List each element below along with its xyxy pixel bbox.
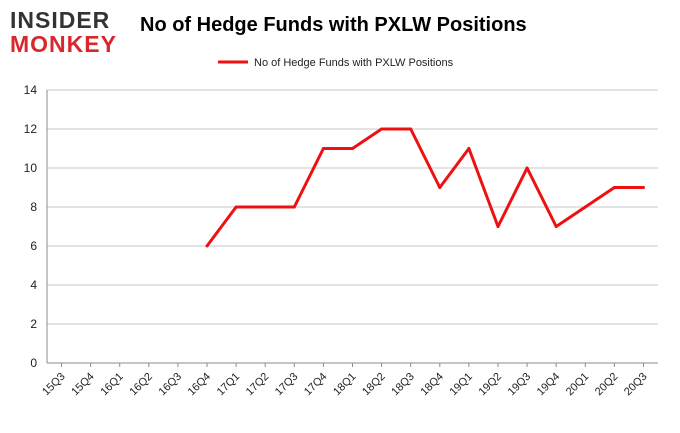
- insider-monkey-logo: INSIDER MONKEY: [10, 8, 128, 58]
- x-tick-label: 19Q2: [477, 371, 505, 399]
- y-tick-label: 6: [30, 239, 37, 253]
- data-point: [380, 127, 384, 131]
- x-tick-label: 20Q3: [622, 371, 650, 399]
- data-point: [612, 186, 616, 189]
- y-tick-label: 2: [30, 317, 37, 331]
- y-tick-label: 10: [24, 161, 38, 175]
- x-tick-labels: 15Q3 15Q4 16Q1 16Q2 16Q3 16Q4 17Q1 17Q2 17Q3 17Q4…: [40, 371, 649, 399]
- data-point: [438, 186, 442, 189]
- data-point: [409, 127, 413, 131]
- data-point: [263, 205, 267, 209]
- series-line: [205, 127, 644, 247]
- x-tick-label: 17Q4: [302, 371, 330, 399]
- data-point: [525, 166, 529, 170]
- chart-title: No of Hedge Funds with PXLW Positions: [140, 14, 527, 36]
- legend-label: No of Hedge Funds with PXLW Positions: [254, 57, 454, 69]
- y-tick-label: 8: [30, 200, 37, 214]
- y-tick-label: 0: [30, 356, 37, 370]
- y-tick-label: 14: [24, 83, 38, 97]
- data-point: [467, 147, 471, 150]
- x-tick-label: 16Q3: [157, 371, 185, 399]
- data-point: [321, 147, 325, 150]
- y-tick-label: 4: [30, 278, 37, 292]
- series-layer: [205, 127, 645, 248]
- data-point: [554, 225, 558, 228]
- x-tick-label: 17Q1: [215, 371, 243, 399]
- legend: No of Hedge Funds with PXLW Positions: [218, 57, 454, 69]
- x-tick-label: 20Q2: [593, 371, 621, 399]
- x-tick-label: 18Q2: [360, 371, 388, 399]
- x-tick-label: 16Q2: [127, 371, 155, 399]
- logo-top-text: INSIDER: [10, 7, 111, 33]
- data-point: [641, 186, 645, 189]
- x-tick-label: 20Q1: [564, 371, 592, 399]
- x-tick-label: 19Q4: [535, 371, 563, 399]
- x-tick-label: 19Q3: [506, 371, 534, 399]
- data-point: [205, 244, 209, 248]
- x-tick-label: 15Q3: [40, 371, 68, 399]
- x-tick-label: 18Q1: [331, 371, 359, 399]
- data-point: [583, 205, 587, 209]
- x-tick-label: 16Q4: [186, 371, 214, 399]
- x-tick-label: 18Q4: [418, 371, 446, 399]
- logo-bottom-text: MONKEY: [10, 31, 117, 57]
- y-tick-label: 12: [24, 122, 38, 136]
- x-tick-label: 17Q3: [273, 371, 301, 399]
- data-point: [234, 205, 238, 209]
- data-point: [292, 205, 296, 209]
- grid-lines: [47, 89, 658, 325]
- data-point: [351, 147, 354, 150]
- data-point: [496, 225, 500, 228]
- x-tick-label: 19Q1: [447, 371, 475, 399]
- y-tick-labels: 0 2 4 6 8 10 12 14: [24, 83, 38, 370]
- x-tick-label: 18Q3: [389, 371, 417, 399]
- axes: [46, 90, 658, 367]
- x-tick-label: 15Q4: [69, 371, 97, 399]
- x-tick-label: 17Q2: [244, 371, 272, 399]
- x-tick-label: 16Q1: [98, 371, 126, 399]
